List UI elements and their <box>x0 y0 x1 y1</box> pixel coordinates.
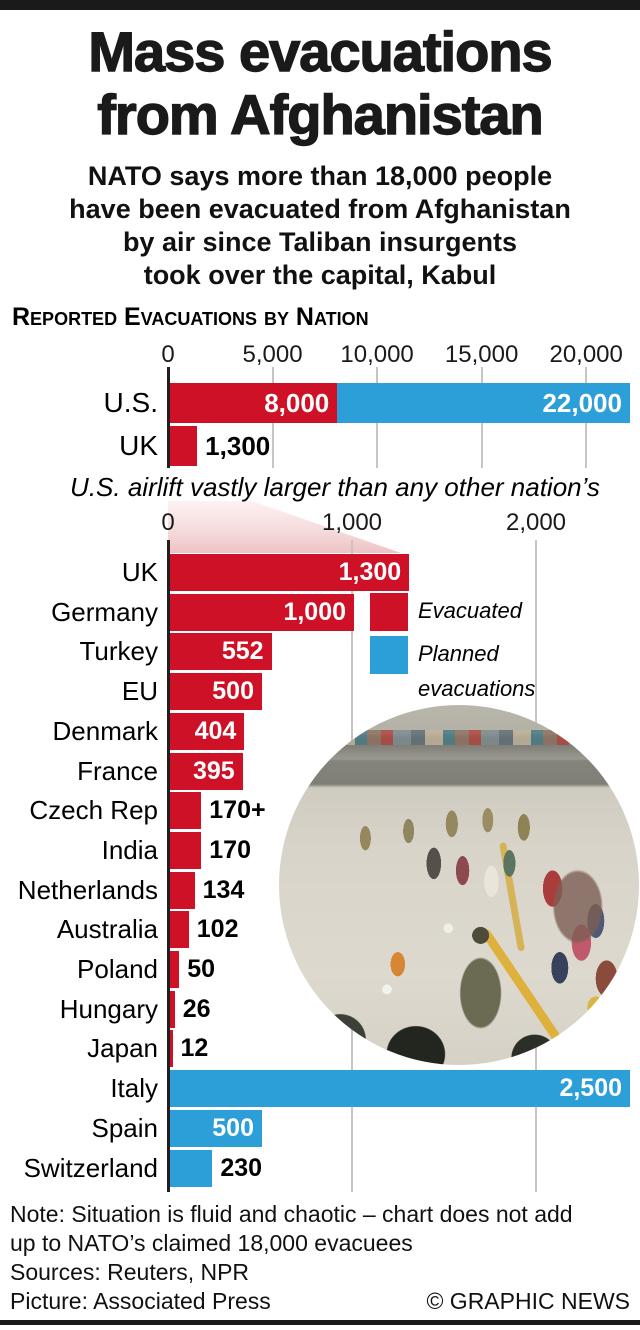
bar-evacuated: 395 <box>170 752 243 790</box>
top-rule <box>0 0 640 10</box>
bar-value-label: 134 <box>202 875 245 904</box>
subtitle-line: NATO says more than 18,000 people <box>87 161 553 191</box>
bar-category-label: Hungary <box>59 993 158 1024</box>
bar-value-label: 170+ <box>209 796 266 825</box>
legend-label: Evacuated <box>418 598 522 623</box>
x-axis-tick-label: 0 <box>161 509 175 536</box>
bar-category-label: Italy <box>110 1073 158 1104</box>
x-axis-tick-label: 1,000 <box>321 509 383 536</box>
page-title: Mass evacuations from Afghanistan <box>0 19 640 146</box>
x-axis-tick-label: 5,000 <box>242 341 303 368</box>
bar-category-label: Spain <box>91 1112 159 1143</box>
bar-category-label: UK <box>119 430 158 461</box>
photo-crowd-figures <box>279 705 639 1065</box>
bar-value-label: 1,300 <box>338 558 402 586</box>
bar-value-label: 395 <box>192 756 235 785</box>
x-axis-tick-label: 15,000 <box>444 341 519 368</box>
bar-planned: 500 <box>170 1109 262 1147</box>
page-title-line2: from Afghanistan <box>97 82 545 146</box>
bar-evacuated: 1,300 <box>170 554 410 591</box>
bar-segment-planned: 22,000 <box>337 383 630 423</box>
bar-evacuated <box>170 951 180 988</box>
page-title-line1: Mass evacuations <box>88 19 554 83</box>
footer-sources: Sources: Reuters, NPR <box>10 1259 250 1285</box>
bar-category-label: Turkey <box>79 636 159 667</box>
bar-value-label: 230 <box>220 1153 263 1182</box>
bar-value-label: 102 <box>196 915 239 944</box>
bar-segment-evacuated: 8,000 <box>170 383 338 423</box>
bar-evacuated <box>170 831 202 869</box>
subtitle-line: by air since Taliban insurgents <box>122 227 518 257</box>
bar-value-label: 500 <box>212 1113 254 1142</box>
bar-category-label: Switzerland <box>23 1152 158 1183</box>
bar-category-label: EU <box>121 676 158 707</box>
bar-category-label: France <box>77 755 158 786</box>
subtitle-line: took over the capital, Kabul <box>143 260 497 290</box>
section-header: Reported Evacuations by Nation <box>12 303 369 331</box>
bar-category-label: Australia <box>56 914 158 945</box>
bar-category-label: Poland <box>77 954 158 984</box>
footer: Note: Situation is fluid and chaotic – c… <box>10 1200 630 1316</box>
bottom-rule <box>0 1320 640 1325</box>
y-axis-line <box>166 367 170 468</box>
bar-value-label: 50 <box>187 955 215 983</box>
bar-evacuated: 552 <box>170 633 272 671</box>
bar-evacuated <box>170 1030 173 1068</box>
bar-evacuated: 404 <box>170 712 245 750</box>
bar-value-label: 552 <box>221 637 264 666</box>
x-axis-tick-label: 2,000 <box>505 509 567 536</box>
bar-planned <box>170 1149 213 1187</box>
x-axis-tick-label: 0 <box>161 341 175 368</box>
evacuees-photo <box>279 705 639 1065</box>
bar-category-label: UK <box>121 557 158 587</box>
footer-copyright: © GRAPHIC NEWS <box>426 1288 630 1314</box>
bar-segment-evacuated <box>170 426 198 466</box>
bar-value-label: 1,000 <box>283 597 346 626</box>
x-axis-tick-label: 10,000 <box>340 341 414 368</box>
footer-picture-credit: Picture: Associated Press <box>10 1288 271 1314</box>
bar-category-label: Germany <box>51 596 158 627</box>
bar-category-label: Japan <box>87 1033 158 1064</box>
page-subtitle: NATO says more than 18,000 people have b… <box>0 160 640 292</box>
footer-note-line2: up to NATO’s claimed 18,000 evacuees <box>10 1230 413 1256</box>
chart2-caption: U.S. airlift vastly larger than any othe… <box>70 472 600 502</box>
bar-value-label: 12 <box>180 1034 209 1063</box>
bar-evacuated: 500 <box>170 673 262 711</box>
footer-note-line1: Note: Situation is fluid and chaotic – c… <box>10 1201 573 1227</box>
bar-category-label: Czech Rep <box>29 795 158 826</box>
bar-planned: 2,500 <box>170 1070 630 1108</box>
bar-value-label: 500 <box>212 677 254 706</box>
legend-swatch-evacuated <box>370 593 408 631</box>
bar-value-label: 170 <box>209 835 251 864</box>
bar-evacuated <box>170 792 202 830</box>
bar-value-label: 22,000 <box>542 387 622 418</box>
bar-value-label: 26 <box>182 994 211 1023</box>
bar-category-label: India <box>101 834 158 865</box>
y-axis-line <box>166 540 170 1192</box>
bar-value-label: 8,000 <box>264 387 330 418</box>
x-axis-tick-label: 20,000 <box>549 341 623 368</box>
bar-category-label: Denmark <box>52 715 158 746</box>
bar-value-label: 404 <box>194 716 237 745</box>
bar-category-label: U.S. <box>103 387 158 418</box>
legend-swatch-planned <box>370 636 408 674</box>
bar-evacuated <box>170 871 195 909</box>
bar-evacuated: 1,000 <box>170 593 354 631</box>
bar-value-label: 2,500 <box>559 1074 622 1103</box>
bar-value-label: 1,300 <box>205 431 271 461</box>
bar-evacuated <box>170 990 175 1028</box>
bar-category-label: Netherlands <box>17 874 158 905</box>
subtitle-line: have been evacuated from Afghanistan <box>69 194 571 224</box>
legend-label: Planned evacuations <box>418 641 536 701</box>
bar-evacuated <box>170 911 189 949</box>
